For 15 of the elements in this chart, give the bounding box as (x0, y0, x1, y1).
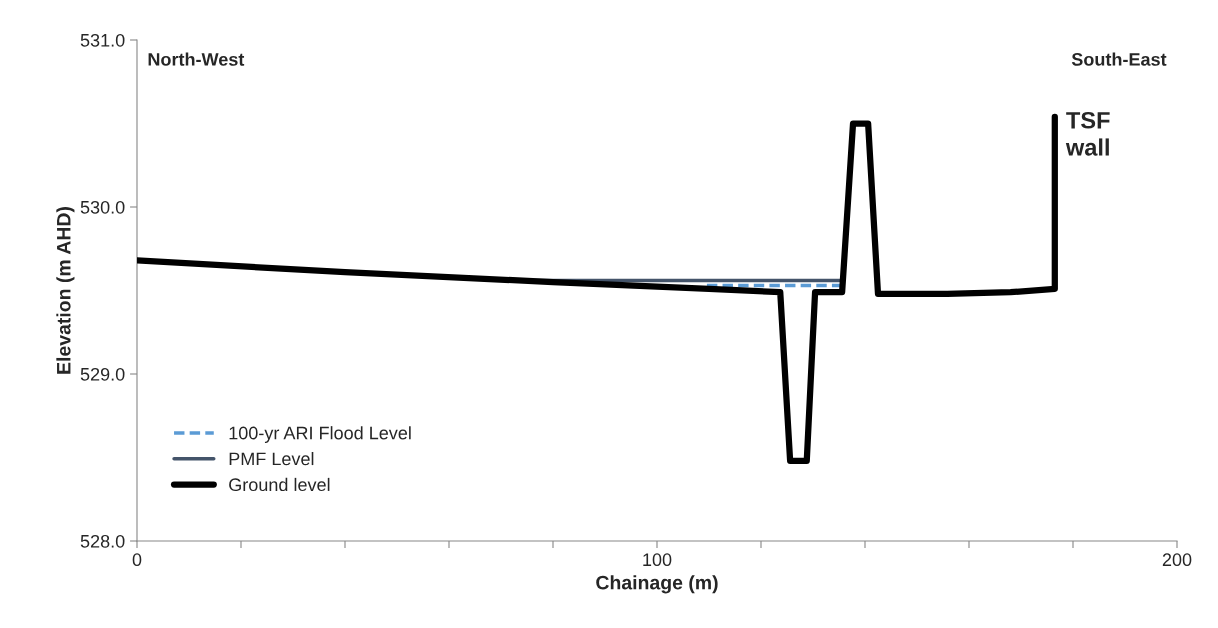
legend-label: PMF Level (229, 452, 314, 466)
y-axis-title: Elevation (m AHD) (56, 207, 75, 374)
x-tick-label: 200 (1162, 553, 1192, 567)
x-axis-title: Chainage (m) (596, 575, 718, 594)
y-tick-label: 529.0 (80, 367, 125, 381)
annotation: South-East (1071, 52, 1167, 66)
y-tick-label: 531.0 (80, 33, 125, 47)
y-tick-label: 528.0 (80, 534, 125, 548)
y-tick-label: 530.0 (80, 200, 125, 214)
annotation: TSF wall (1065, 111, 1110, 156)
legend-label: Ground level (229, 477, 330, 492)
x-tick-label: 100 (643, 553, 672, 567)
annotation: North-West (148, 52, 245, 66)
x-tick-label: 0 (132, 553, 142, 567)
legend-label: 100-yr ARI Flood Level (229, 426, 411, 443)
